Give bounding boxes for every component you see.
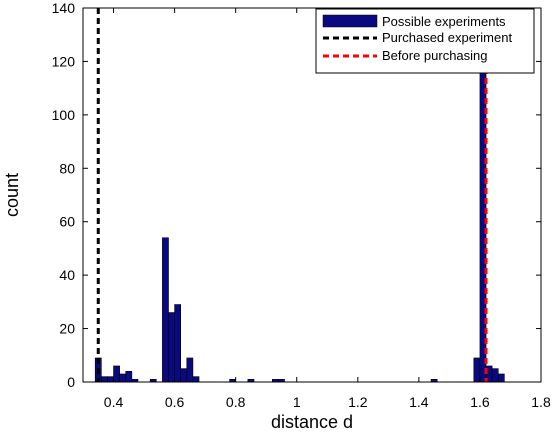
y-tick-label: 60 (59, 214, 75, 230)
legend-label-purchased-experiment: Purchased experiment (382, 30, 512, 45)
bars-layer (94, 7, 505, 383)
legend-label-possible-experiments: Possible experiments (382, 14, 506, 29)
x-tick-label: 1.2 (348, 394, 368, 410)
histogram-bar (180, 368, 188, 383)
plot-frame (82, 7, 542, 383)
histogram-bar (107, 376, 114, 383)
legend-label-before-purchasing: Before purchasing (382, 48, 488, 63)
y-tick-label: 100 (52, 107, 76, 123)
x-tick-label: 0.8 (226, 394, 246, 410)
histogram-bar (491, 368, 499, 383)
x-tick-label: 1.8 (531, 394, 551, 410)
histogram-bar (101, 376, 108, 383)
histogram-bar (119, 373, 127, 383)
histogram-bar (162, 237, 169, 383)
y-tick-label: 40 (59, 267, 75, 283)
histogram-bar (125, 371, 133, 383)
x-tick-label: 1 (293, 394, 301, 410)
histogram-bar (174, 304, 182, 383)
y-tick-label: 140 (52, 0, 76, 16)
y-axis-label: count (2, 173, 22, 217)
legend-swatch-possible-experiments (322, 14, 378, 28)
x-tick-label: 1.6 (470, 394, 490, 410)
histogram-bar (473, 357, 481, 383)
histogram-bar (497, 373, 505, 383)
y-tick-label: 80 (59, 160, 75, 176)
histogram-bar (168, 312, 175, 383)
histogram-bar (192, 376, 200, 383)
y-tick-label: 120 (52, 53, 76, 69)
x-axis-label: distance d (271, 412, 353, 432)
x-tick-label: 1.4 (409, 394, 429, 410)
x-tick-label: 0.6 (165, 394, 185, 410)
y-tick-label: 0 (67, 374, 75, 390)
histogram-bar (113, 365, 120, 383)
y-tick-label: 20 (59, 321, 75, 337)
legend: Possible experiments Purchased experimen… (315, 8, 535, 74)
ticks-layer: 0.4 0.6 0.8 1 1.2 1.4 1.6 1.8 0 20 40 60 80 100 120 140 (52, 0, 551, 410)
x-tick-label: 0.4 (104, 394, 124, 410)
histogram-bar (186, 357, 194, 383)
